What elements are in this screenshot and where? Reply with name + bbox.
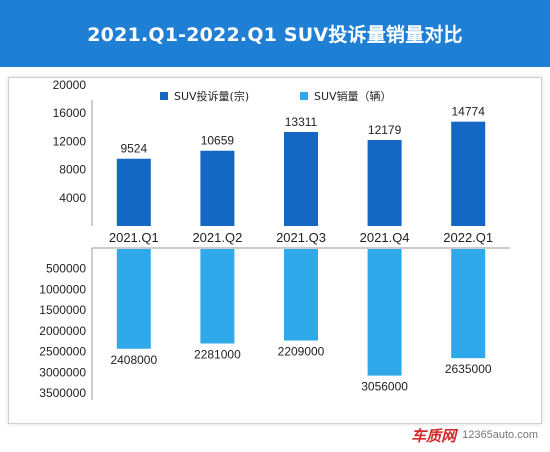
sales-bar	[200, 249, 235, 344]
complaint-bar	[451, 121, 486, 226]
lower-y-tick-label: 3500000	[39, 386, 86, 400]
lower-y-tick-label: 500000	[46, 262, 86, 276]
sales-data-label: 3056000	[361, 380, 408, 394]
watermark: 车质网 12365auto.com	[411, 424, 538, 446]
complaint-data-label: 13311	[285, 115, 318, 129]
complaint-bar	[116, 158, 151, 226]
lower-y-tick-label: 2000000	[39, 324, 86, 338]
sales-data-label: 2281000	[194, 347, 241, 361]
sales-bar	[451, 249, 486, 359]
sales-bar	[116, 249, 151, 349]
lower-y-tick-label: 1500000	[39, 303, 86, 317]
sales-data-label: 2635000	[445, 362, 492, 376]
category-label: 2021.Q2	[192, 230, 242, 245]
legend-swatch-sales	[300, 92, 308, 100]
sales-data-label: 2209000	[278, 345, 325, 359]
legend-swatch-complaints	[160, 92, 168, 100]
category-label: 2022.Q1	[443, 230, 493, 245]
upper-y-tick-label: 12000	[53, 134, 87, 148]
lower-y-tick-label: 1000000	[39, 282, 86, 296]
category-label: 2021.Q3	[276, 230, 326, 245]
upper-y-tick-label: 8000	[59, 163, 86, 177]
complaint-data-label: 12179	[368, 123, 402, 137]
lower-y-tick-label: 2500000	[39, 345, 86, 359]
title-bar: 2021.Q1-2022.Q1 SUV投诉量销量对比	[0, 0, 550, 67]
complaint-bar	[200, 150, 235, 226]
complaint-data-label: 10659	[201, 134, 235, 148]
sales-data-label: 2408000	[110, 353, 157, 367]
complaint-bar	[367, 139, 402, 226]
sales-bar	[284, 249, 318, 341]
upper-y-tick-label: 4000	[59, 191, 86, 205]
watermark-url: 12365auto.com	[462, 429, 538, 441]
upper-y-tick-label: 16000	[53, 106, 87, 120]
legend-label-complaints: SUV投诉量(宗)	[174, 89, 249, 103]
complaint-data-label: 9524	[120, 142, 147, 156]
complaint-data-label: 14774	[452, 105, 486, 119]
upper-y-tick-label: 20000	[53, 78, 87, 92]
lower-y-tick-label: 3000000	[39, 365, 86, 379]
legend-label-sales: SUV销量（辆）	[314, 89, 392, 103]
watermark-logo: 车质网	[411, 426, 457, 445]
chart-title: 2021.Q1-2022.Q1 SUV投诉量销量对比	[87, 24, 463, 46]
category-label: 2021.Q4	[360, 230, 410, 245]
complaint-bar	[284, 131, 318, 226]
sales-bar	[367, 249, 402, 376]
category-label: 2021.Q1	[109, 230, 159, 245]
